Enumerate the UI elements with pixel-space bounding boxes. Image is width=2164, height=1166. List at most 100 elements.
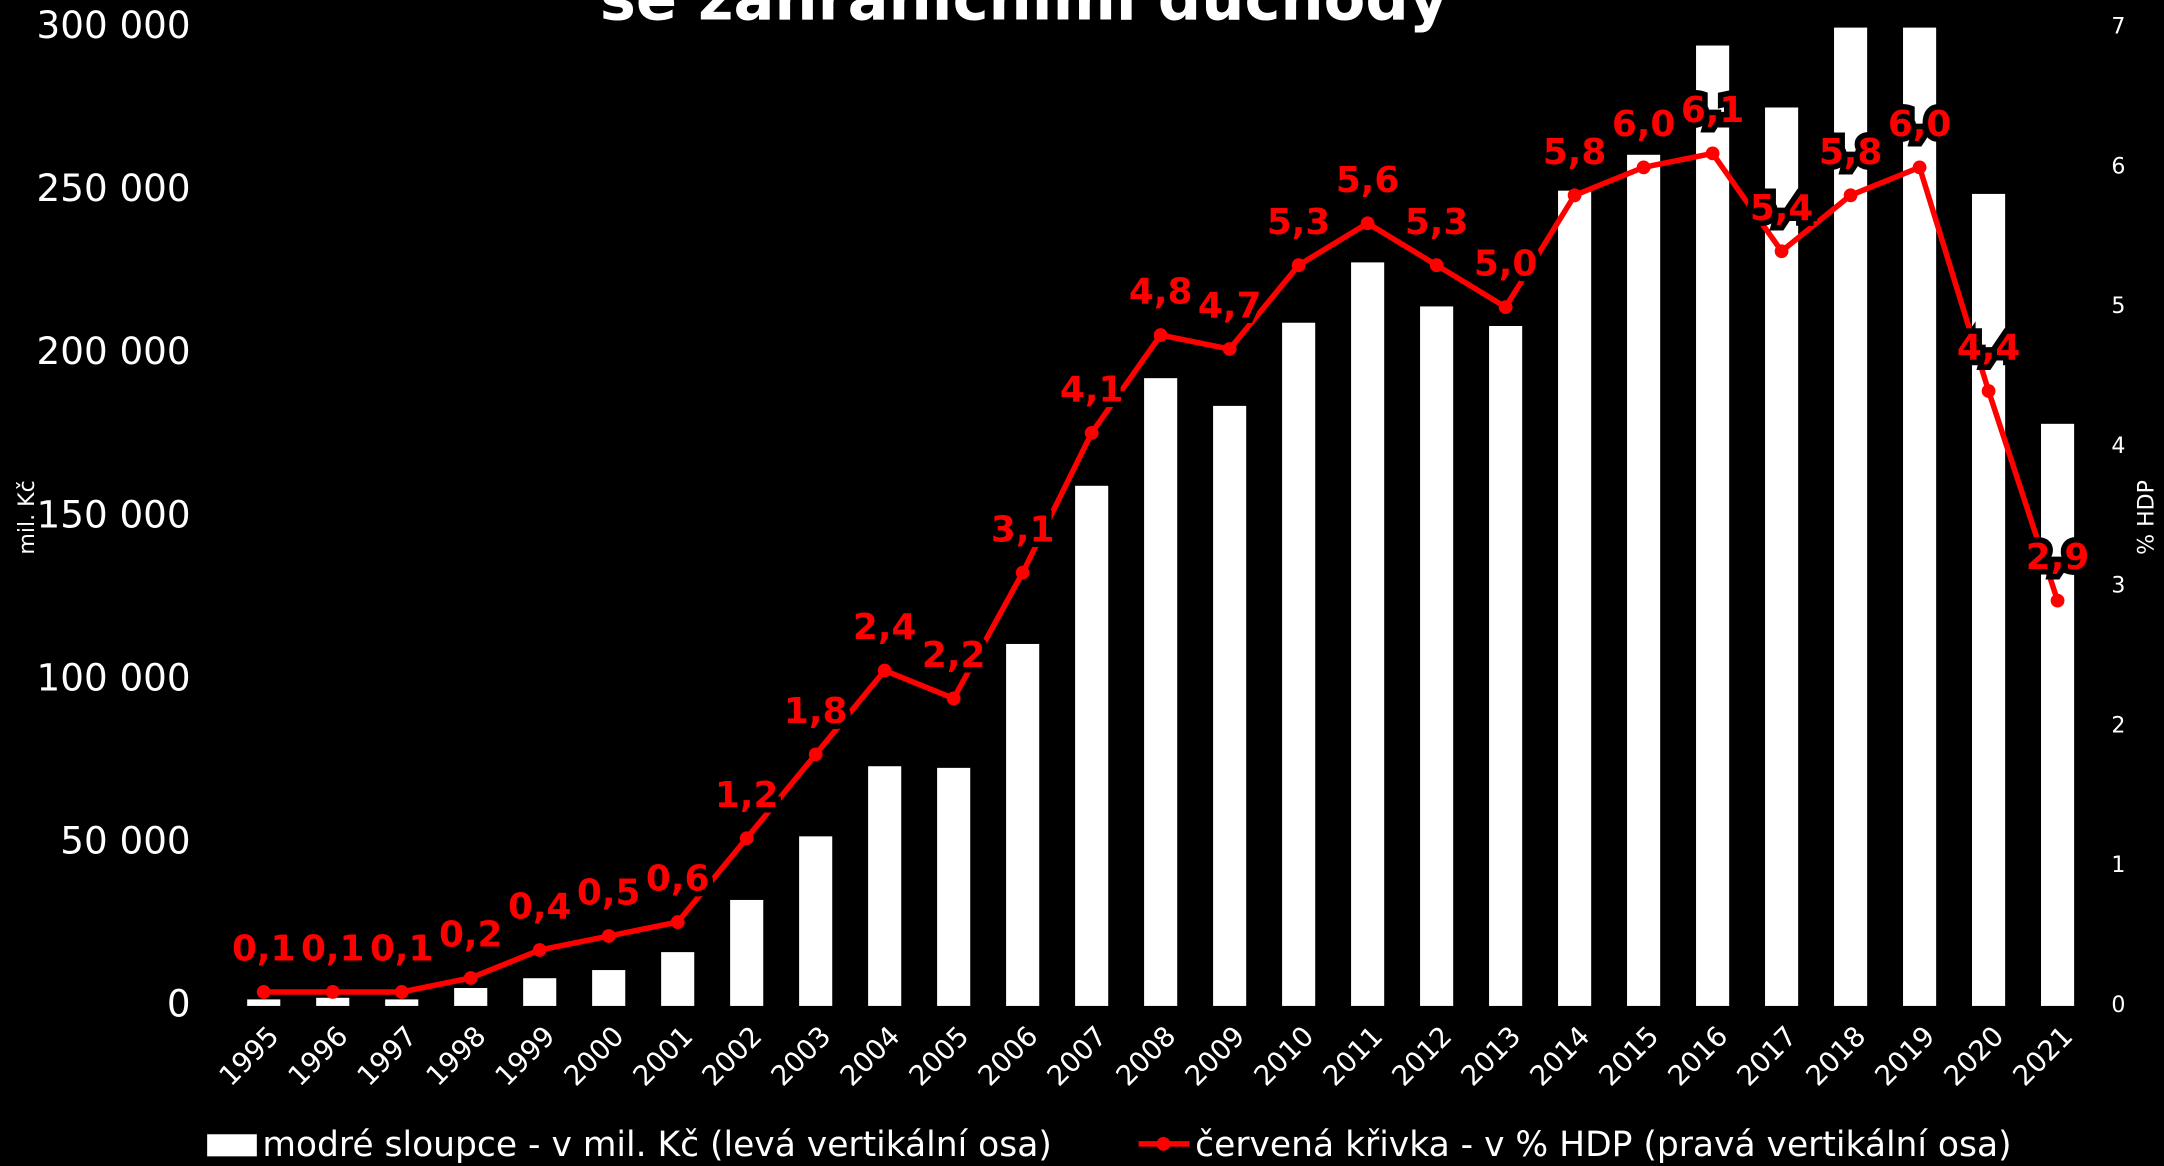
line-marker <box>1153 328 1168 342</box>
y2-tick-label: 1 <box>2111 853 2125 878</box>
value-label: 1,2 <box>715 775 779 816</box>
value-label: 5,3 <box>1267 202 1331 243</box>
y2-tick-label: 4 <box>2111 434 2125 459</box>
y-tick-label: 50 000 <box>60 818 190 862</box>
y-tick-label: 300 000 <box>37 3 191 47</box>
line-marker <box>325 985 340 999</box>
x-tick-label: 2011 <box>1316 1019 1389 1092</box>
y-tick-label: 250 000 <box>37 166 191 210</box>
line-marker <box>1843 188 1858 203</box>
value-label: 0,1 <box>370 929 434 970</box>
bar <box>247 999 281 1006</box>
line-marker <box>877 663 892 678</box>
value-label: 5,8 <box>1819 132 1883 173</box>
line-marker <box>1912 160 1927 175</box>
bar <box>1696 45 1730 1006</box>
bar <box>730 899 764 1006</box>
bar <box>2041 423 2075 1006</box>
line-marker <box>601 929 616 943</box>
value-label: 2,2 <box>922 635 986 676</box>
y-axis-label: mil. Kč <box>15 480 40 554</box>
bar <box>1489 325 1523 1006</box>
x-tick-label: 2005 <box>902 1019 975 1092</box>
value-label: 4,7 <box>1198 286 1262 327</box>
line-marker <box>1429 258 1444 273</box>
bar <box>1282 322 1316 1006</box>
line-marker <box>670 915 685 929</box>
x-tick-label: 1996 <box>281 1019 354 1092</box>
x-tick-label: 2000 <box>557 1019 630 1092</box>
value-label: 5,8 <box>1543 132 1607 173</box>
bar <box>1006 643 1040 1006</box>
x-tick-label: 2008 <box>1109 1019 1182 1092</box>
bar <box>454 987 488 1006</box>
value-label: 0,6 <box>646 859 710 900</box>
value-label: 2,9 <box>2026 537 2090 578</box>
x-tick-label: 2016 <box>1661 1019 1734 1092</box>
x-tick-label: 2003 <box>764 1019 837 1092</box>
bar <box>1627 154 1661 1006</box>
line-marker <box>1567 188 1582 203</box>
chart-title: se zahraničními důchody <box>600 0 1449 34</box>
line-marker <box>532 943 547 957</box>
x-tick-label: 2020 <box>1937 1019 2010 1092</box>
value-label: 0,1 <box>301 929 365 970</box>
value-label: 4,8 <box>1129 272 1193 313</box>
bar <box>1558 190 1592 1006</box>
value-label: 1,8 <box>784 691 848 732</box>
value-label: 4,1 <box>1060 370 1124 411</box>
value-label: 3,1 <box>991 509 1055 550</box>
bar <box>316 997 350 1006</box>
line-marker <box>1705 146 1720 161</box>
y-tick-label: 100 000 <box>37 655 191 699</box>
line-marker <box>739 831 754 846</box>
line-marker <box>1774 244 1789 259</box>
line-marker <box>394 985 409 999</box>
x-tick-label: 1997 <box>350 1019 423 1092</box>
line-marker <box>463 971 478 985</box>
x-tick-label: 2013 <box>1454 1019 1527 1092</box>
bar <box>1834 27 1868 1006</box>
x-tick-label: 2014 <box>1523 1019 1596 1092</box>
bar <box>1351 262 1385 1006</box>
legend-swatch <box>207 1134 257 1157</box>
value-label: 5,4 <box>1750 188 1814 229</box>
bar <box>1903 27 1937 1006</box>
x-tick-label: 2018 <box>1799 1019 1872 1092</box>
line-marker <box>1498 300 1513 315</box>
line-marker <box>808 747 823 762</box>
y2-tick-label: 7 <box>2111 15 2125 40</box>
x-tick-label: 2012 <box>1385 1019 1458 1092</box>
x-tick-label: 2004 <box>833 1019 906 1092</box>
y2-tick-label: 2 <box>2111 713 2125 738</box>
y-tick-label: 150 000 <box>37 492 191 536</box>
bar <box>937 767 971 1006</box>
y2-tick-label: 6 <box>2111 154 2125 179</box>
x-tick-label: 2015 <box>1592 1019 1665 1092</box>
bar <box>1420 306 1454 1006</box>
x-tick-label: 2021 <box>2006 1019 2079 1092</box>
y-tick-label: 0 <box>167 981 191 1025</box>
x-tick-label: 2019 <box>1868 1019 1941 1092</box>
legend-label: modré sloupce - v mil. Kč (levá vertikál… <box>262 1125 1051 1165</box>
value-label: 6,1 <box>1681 90 1745 131</box>
legend-swatch <box>1156 1137 1171 1151</box>
y2-tick-label: 3 <box>2111 574 2125 599</box>
y2-tick-label: 0 <box>2111 993 2125 1018</box>
line-marker <box>2050 593 2065 608</box>
value-label: 2,4 <box>853 607 917 648</box>
bar <box>799 836 833 1006</box>
x-tick-label: 2002 <box>695 1019 768 1092</box>
value-label: 6,0 <box>1888 104 1952 145</box>
y-tick-label: 200 000 <box>37 329 191 373</box>
x-tick-label: 2017 <box>1730 1019 1803 1092</box>
bar <box>592 970 626 1006</box>
value-label: 6,0 <box>1612 104 1676 145</box>
value-label: 5,6 <box>1336 160 1400 201</box>
line-marker <box>1636 160 1651 175</box>
x-tick-label: 2006 <box>971 1019 1044 1092</box>
x-tick-label: 1995 <box>212 1019 285 1092</box>
bar <box>1972 193 2006 1006</box>
bar <box>1075 485 1109 1006</box>
